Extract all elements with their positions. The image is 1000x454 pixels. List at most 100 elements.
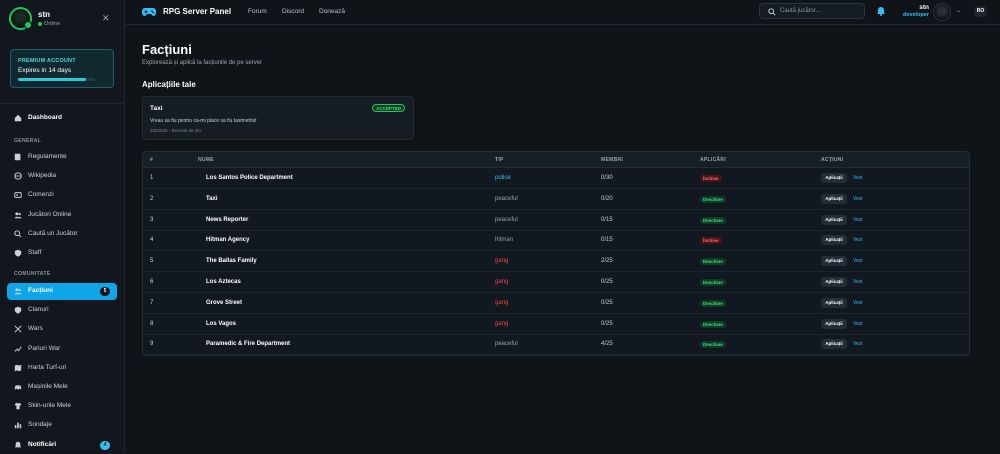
sidebar-item-factiuni[interactable]: Facțiuni 5	[7, 283, 117, 300]
nav-doneaza[interactable]: Donează	[319, 8, 346, 15]
view-link[interactable]: Vezi	[853, 341, 863, 348]
sidebar-item-label: Pariuri War	[28, 344, 61, 352]
sidebar-item-wikipedia[interactable]: Wikipedia	[7, 168, 117, 185]
sidebar-item-label: Facțiuni	[28, 287, 53, 294]
sidebar-item-skin-urile-mele[interactable]: Skin-urile Mele	[7, 398, 117, 415]
table-header: # NUME TIP MEMBRI APLICĂRI ACȚIUNI	[143, 152, 969, 168]
close-icon[interactable]: ✕	[102, 13, 110, 23]
row-id: 7	[150, 299, 154, 306]
sidebar-item-sondaje[interactable]: Sondaje	[7, 417, 117, 434]
sidebar-item-notificari[interactable]: Notificări 4	[7, 437, 117, 454]
sidebar-item-label: Clanuri	[28, 306, 49, 314]
faction-name: Taxi	[206, 195, 218, 202]
application-meta: 3/3/2026 · Revizuit de stn	[150, 128, 202, 133]
globe-icon	[14, 172, 22, 180]
status-badge: Închise	[700, 237, 722, 245]
page-title: Facțiuni	[142, 42, 192, 57]
bell-icon[interactable]	[876, 6, 886, 16]
view-link[interactable]: Vezi	[853, 299, 863, 306]
status-badge: Deschise	[700, 216, 726, 224]
chevron-down-icon[interactable]: ⌄	[956, 8, 962, 14]
avatar[interactable]	[9, 7, 32, 30]
sidebar-item-masinile-mele[interactable]: Mașinile Mele	[7, 379, 117, 396]
gamepad-icon	[142, 8, 156, 16]
sidebar-item-label: Wars	[28, 325, 43, 333]
sidebar-item-wars[interactable]: Wars	[7, 321, 117, 338]
applications-button[interactable]: Aplicații	[821, 214, 847, 225]
sidebar-item-label: Wikipedia	[28, 172, 57, 180]
applications-button[interactable]: Aplicații	[821, 173, 847, 183]
application-message: Vreau sa fiu pentru ca-mi place sa fiu t…	[150, 118, 257, 124]
sidebar-item-comenzi[interactable]: Comenzi	[7, 187, 117, 204]
view-link[interactable]: Vezi	[853, 320, 863, 327]
shield-icon	[14, 306, 22, 314]
sidebar-item-staff[interactable]: Staff	[7, 245, 117, 262]
row-id: 6	[150, 279, 154, 285]
search-input[interactable]: Caută jucător...	[759, 3, 865, 19]
table-row: 5 The Ballas Family gang 2/25 Deschise Aplica…	[143, 251, 969, 273]
avatar[interactable]	[933, 3, 951, 21]
applications-button[interactable]: Aplicații	[821, 339, 847, 350]
row-id: 1	[150, 175, 154, 181]
applications-button[interactable]: Aplicații	[821, 318, 847, 329]
view-link[interactable]: Vezi	[853, 216, 863, 223]
premium-progress	[18, 78, 95, 81]
applications-button[interactable]: Aplicații	[821, 297, 847, 308]
faction-name: Paramedic & Fire Department	[206, 341, 291, 348]
user-status: Online	[38, 21, 60, 27]
status-badge: Deschise	[700, 299, 726, 307]
sidebar-item-jucatori-online[interactable]: Jucători Online	[7, 207, 117, 224]
sidebar-item-label: Regulamente	[28, 153, 67, 160]
sidebar-item-pariuri-war[interactable]: Pariuri War	[7, 341, 117, 358]
view-link[interactable]: Vezi	[853, 237, 863, 244]
col-id: #	[150, 157, 154, 163]
sidebar-item-dashboard[interactable]: Dashboard	[7, 110, 117, 127]
faction-members: 0/25	[601, 299, 613, 306]
faction-name: Los Vagos	[206, 320, 237, 327]
applications-button[interactable]: Aplicații	[821, 277, 847, 287]
sidebar-item-harta-turf-uri[interactable]: Harta Turf-uri	[7, 360, 117, 377]
col-members: MEMBRI	[601, 157, 624, 163]
faction-type: gang	[495, 258, 509, 265]
view-link[interactable]: Vezi	[853, 279, 863, 285]
col-name: NUME	[198, 157, 214, 163]
row-id: 5	[150, 258, 154, 265]
row-id: 9	[150, 341, 154, 348]
brand-title[interactable]: RPG Server Panel	[163, 7, 232, 16]
status-badge: Deschise	[700, 195, 726, 203]
applications-button[interactable]: Aplicații	[821, 235, 847, 246]
faction-type: police	[495, 175, 511, 181]
terminal-icon	[14, 192, 22, 199]
home-icon	[14, 114, 22, 122]
nav-forum[interactable]: Forum	[248, 8, 267, 15]
view-link[interactable]: Vezi	[853, 195, 863, 202]
sidebar-item-cauta-un-jucator[interactable]: Caută un Jucător	[7, 226, 117, 243]
table-row: 2 Taxi peaceful 0/20 Deschise Aplicații Vezi	[143, 189, 969, 210]
col-type: TIP	[495, 157, 504, 163]
topbar: RPG Server Panel Forum Discord Donează C…	[125, 0, 1000, 25]
faction-members: 0/15	[601, 216, 613, 223]
view-link[interactable]: Vezi	[853, 258, 863, 265]
page-subtitle: Explorează și aplică la facțiunile de pe…	[142, 60, 263, 66]
sidebar-item-label: Staff	[28, 249, 42, 256]
applications-button[interactable]: Aplicații	[821, 256, 847, 267]
sidebar-item-regulamente[interactable]: Regulamente	[7, 149, 117, 166]
search-icon	[768, 8, 776, 16]
nav-discord[interactable]: Discord	[282, 8, 305, 15]
language-button[interactable]: RO	[974, 6, 987, 17]
view-link[interactable]: Vezi	[853, 175, 863, 181]
factions-table: # NUME TIP MEMBRI APLICĂRI ACȚIUNI 1 Los …	[142, 151, 970, 356]
user-profile[interactable]: stn Online	[9, 7, 119, 31]
sidebar-item-label: Skin-urile Mele	[28, 402, 71, 410]
status-badge: Deschise	[700, 341, 726, 349]
table-row: 6 Los Aztecas gang 0/25 Deschise Aplicații Vez…	[143, 272, 969, 293]
search-icon	[14, 230, 22, 238]
user-name: stn	[38, 10, 50, 19]
applications-button[interactable]: Aplicații	[821, 193, 847, 204]
sidebar-item-clanuri[interactable]: Clanuri	[7, 302, 117, 319]
topbar-user[interactable]: stn developer	[903, 4, 929, 20]
status-badge: ACCEPTED	[372, 104, 405, 112]
shield-icon	[14, 249, 22, 257]
application-card[interactable]: Taxi ACCEPTED Vreau sa fiu pentru ca-mi …	[142, 96, 414, 140]
table-row: 9 Paramedic & Fire Department peaceful 4/25…	[143, 334, 969, 355]
